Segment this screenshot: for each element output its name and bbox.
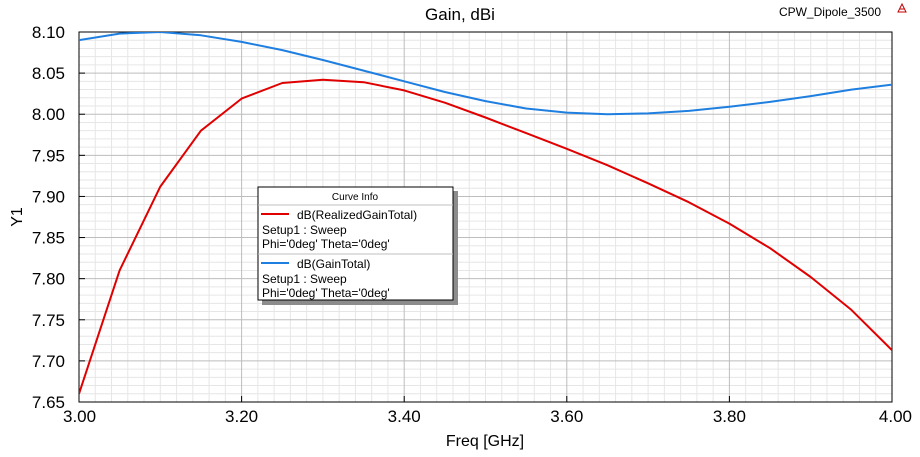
legend-series-setup-realized: Setup1 : Sweep [262,223,347,237]
legend[interactable]: Curve Info dB(RealizedGainTotal) Setup1 … [257,186,458,305]
y-tick-label: 7.75 [32,311,65,330]
x-tick-label: 3.40 [388,407,421,426]
x-tick-label: 3.80 [713,407,746,426]
legend-title: Curve Info [332,192,379,203]
y-tick-label: 7.95 [32,146,65,165]
y-tick-label: 8.00 [32,105,65,124]
x-tick-labels: 3.00 3.20 3.40 3.60 3.80 4.00 [63,407,912,426]
legend-series-params-gain: Phi='0deg' Theta='0deg' [262,286,390,300]
x-tick-label: 3.00 [63,407,96,426]
legend-series-setup-gain: Setup1 : Sweep [262,272,347,286]
ansys-logo-icon [897,2,907,13]
major-grid [79,32,892,402]
y-tick-label: 8.05 [32,64,65,83]
legend-panel [257,186,454,301]
plot-border [78,31,893,403]
y-tick-labels: 7.65 7.70 7.75 7.80 7.85 7.90 7.95 8.00 8.05 8.10 [32,23,65,412]
y-tick-label: 7.65 [32,393,65,412]
series-line-gain-total [79,32,892,116]
series-lines [79,32,892,395]
legend-series-name-realized: dB(RealizedGainTotal) [297,208,417,222]
y-tick-label: 7.90 [32,187,65,206]
x-tick-label: 3.60 [550,407,583,426]
y-tick-label: 7.85 [32,229,65,248]
design-name: CPW_Dipole_3500 [779,5,881,19]
tick-marks [78,31,893,403]
legend-series-params-realized: Phi='0deg' Theta='0deg' [262,237,390,251]
series-line-realized-gain [79,78,892,395]
x-tick-label: 4.00 [879,407,912,426]
y-tick-label: 7.80 [32,270,65,289]
y-axis-label: Y1 [9,207,26,227]
x-tick-label: 3.20 [225,407,258,426]
x-axis-label: Freq [GHz] [446,433,524,450]
y-tick-label: 7.70 [32,352,65,371]
y-tick-label: 8.10 [32,23,65,42]
legend-series-name-gain: dB(GainTotal) [297,257,370,271]
chart-title: Gain, dBi [425,5,495,24]
